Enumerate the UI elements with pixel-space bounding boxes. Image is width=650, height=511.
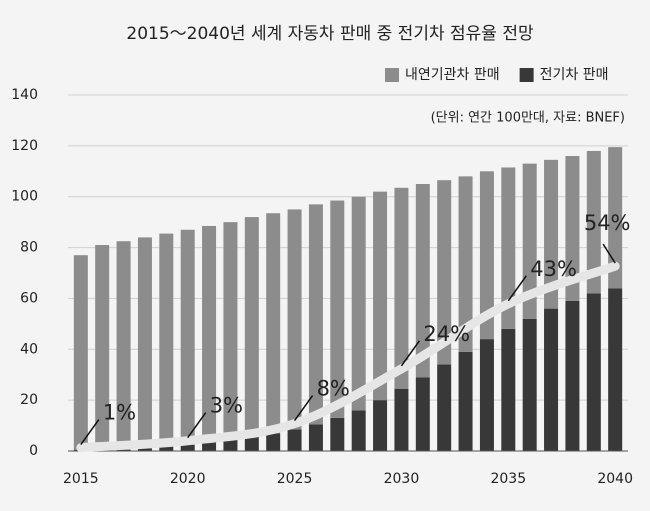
bar-segment [501,328,516,451]
share-label: 8% [317,377,350,401]
share-label: 1% [103,401,136,425]
bar-segment [330,417,345,451]
bar-segment [608,288,623,451]
bar-segment [244,437,259,451]
bar-segment [373,400,388,451]
bar-segment [308,424,323,451]
bar-segment [522,163,537,319]
unit-note: (단위: 연간 100만대, 자료: BNEF) [431,111,625,126]
share-label: 54% [584,211,631,235]
bar-segment [586,150,601,294]
bar-segment [394,388,409,451]
share-label: 3% [210,394,243,418]
annotation-leader [187,412,207,439]
bar-segment [180,229,195,445]
x-tick-label: 2025 [277,471,313,487]
bar-segment [202,442,217,451]
bar-segment [394,187,409,389]
x-tick-label: 2015 [63,471,99,487]
bar-segment [544,159,559,309]
annotation-leader [293,395,314,422]
y-tick-label: 100 [11,189,38,205]
x-tick-label: 2020 [170,471,206,487]
bar-segment [501,167,516,329]
bar-segment [223,439,238,451]
bar-segment [544,308,559,451]
bar-segment [137,447,152,451]
share-label: 24% [423,322,470,346]
bar-segment [565,300,580,451]
share-line [76,261,620,453]
legend-label: 내연기관차 판매 [405,67,500,83]
x-tick-label: 2040 [597,471,633,487]
bar-segment [223,222,238,440]
bar-segment [159,446,174,451]
annotation-leader [507,275,527,302]
bar-segment [479,339,494,451]
y-tick-label: 120 [11,138,38,154]
legend-swatch [519,68,534,82]
bar-segment [522,318,537,451]
bar-segment [458,351,473,451]
bar-segment [95,245,110,450]
bar-segment [287,209,302,430]
bar-segment [287,429,302,451]
bar-segment [437,180,452,365]
y-tick-label: 140 [11,87,38,103]
y-tick-label: 20 [20,392,38,408]
bar-segment [266,433,281,451]
annotation-leader [80,419,100,446]
annotation-leader [602,243,616,264]
chart-title: 2015～2040년 세계 자동차 판매 중 전기차 점유율 전망 [126,24,534,44]
bar-segment [415,184,430,378]
legend-swatch [385,68,399,82]
bar-segment [351,410,366,451]
bar-segment [159,233,174,447]
bar-segment [415,377,430,451]
bar-segment [73,255,88,450]
x-tick-label: 2030 [384,471,420,487]
bar-segment [458,176,473,352]
bar-segment [586,293,601,451]
bar-segment [608,147,623,289]
bar-segment [308,204,323,425]
bar-segment [137,237,152,448]
bar-segment [437,364,452,451]
y-tick-label: 80 [20,240,38,256]
annotation-leader [400,340,421,367]
bar-segment [330,200,345,418]
bar-segment [202,225,217,443]
bar-segment [116,241,131,449]
bar-segment [479,171,494,340]
x-tick-label: 2035 [490,471,526,487]
y-tick-label: 60 [20,290,38,306]
legend-label: 전기차 판매 [540,67,609,83]
bar-segment [244,217,259,438]
bar-segment [351,196,366,411]
bar-segment [180,444,195,451]
bar-segment [565,156,580,301]
share-label: 43% [530,257,577,281]
bar-segment [373,191,388,401]
y-tick-label: 0 [29,443,38,459]
bar-segment [266,213,281,434]
y-tick-label: 40 [20,341,38,357]
